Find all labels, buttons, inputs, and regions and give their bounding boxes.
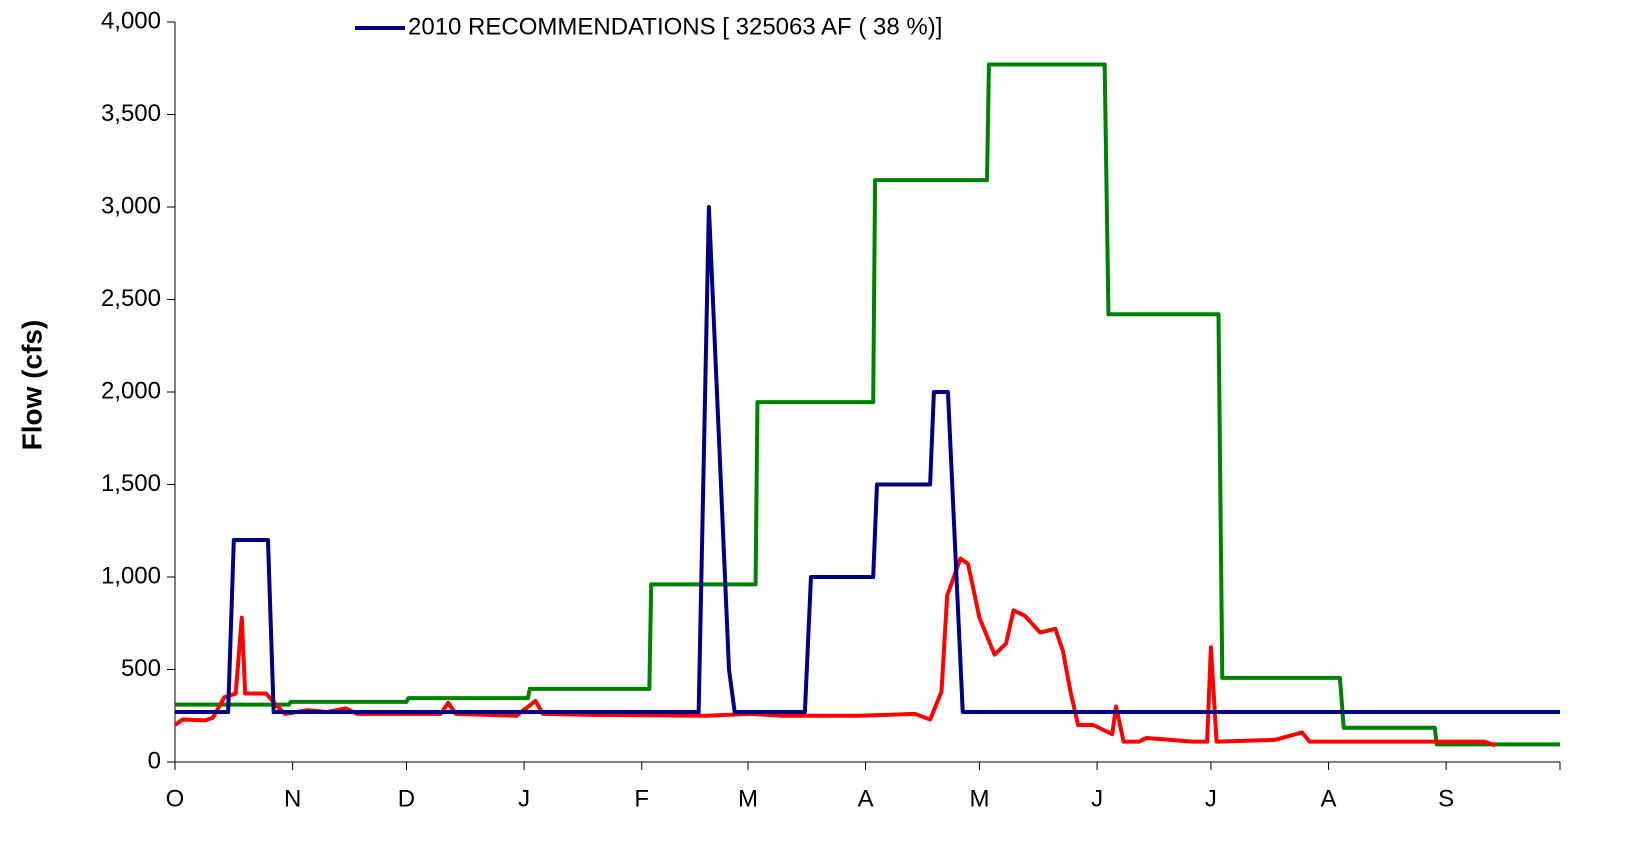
x-tick-label: A: [1321, 785, 1337, 812]
x-tick-label: F: [634, 785, 649, 812]
legend-label: 2010 RECOMMENDATIONS [ 325063 AF ( 38 %)…: [408, 13, 942, 40]
x-tick-label: M: [738, 785, 758, 812]
series-line: [175, 205, 1560, 715]
x-tick-label: M: [969, 785, 989, 812]
x-tick-label: J: [518, 785, 530, 812]
y-axis-label: Flow (cfs): [16, 320, 47, 451]
x-tick-label: J: [1091, 785, 1103, 812]
y-tick-label: 4,000: [101, 7, 161, 34]
y-tick-label: 2,000: [101, 377, 161, 404]
series-line: [175, 62, 1560, 747]
x-tick-label: O: [166, 785, 185, 812]
y-tick-label: 0: [148, 747, 161, 774]
y-tick-label: 1,000: [101, 562, 161, 589]
x-tick-label: D: [398, 785, 415, 812]
x-tick-label: N: [284, 785, 301, 812]
x-tick-label: S: [1438, 785, 1454, 812]
y-tick-label: 3,000: [101, 192, 161, 219]
y-tick-label: 3,500: [101, 100, 161, 127]
x-tick-label: A: [858, 785, 874, 812]
y-tick-label: 2,500: [101, 285, 161, 312]
y-tick-label: 1,500: [101, 470, 161, 497]
series-line: [173, 556, 1497, 748]
x-tick-label: J: [1205, 785, 1217, 812]
y-tick-label: 500: [121, 655, 161, 682]
